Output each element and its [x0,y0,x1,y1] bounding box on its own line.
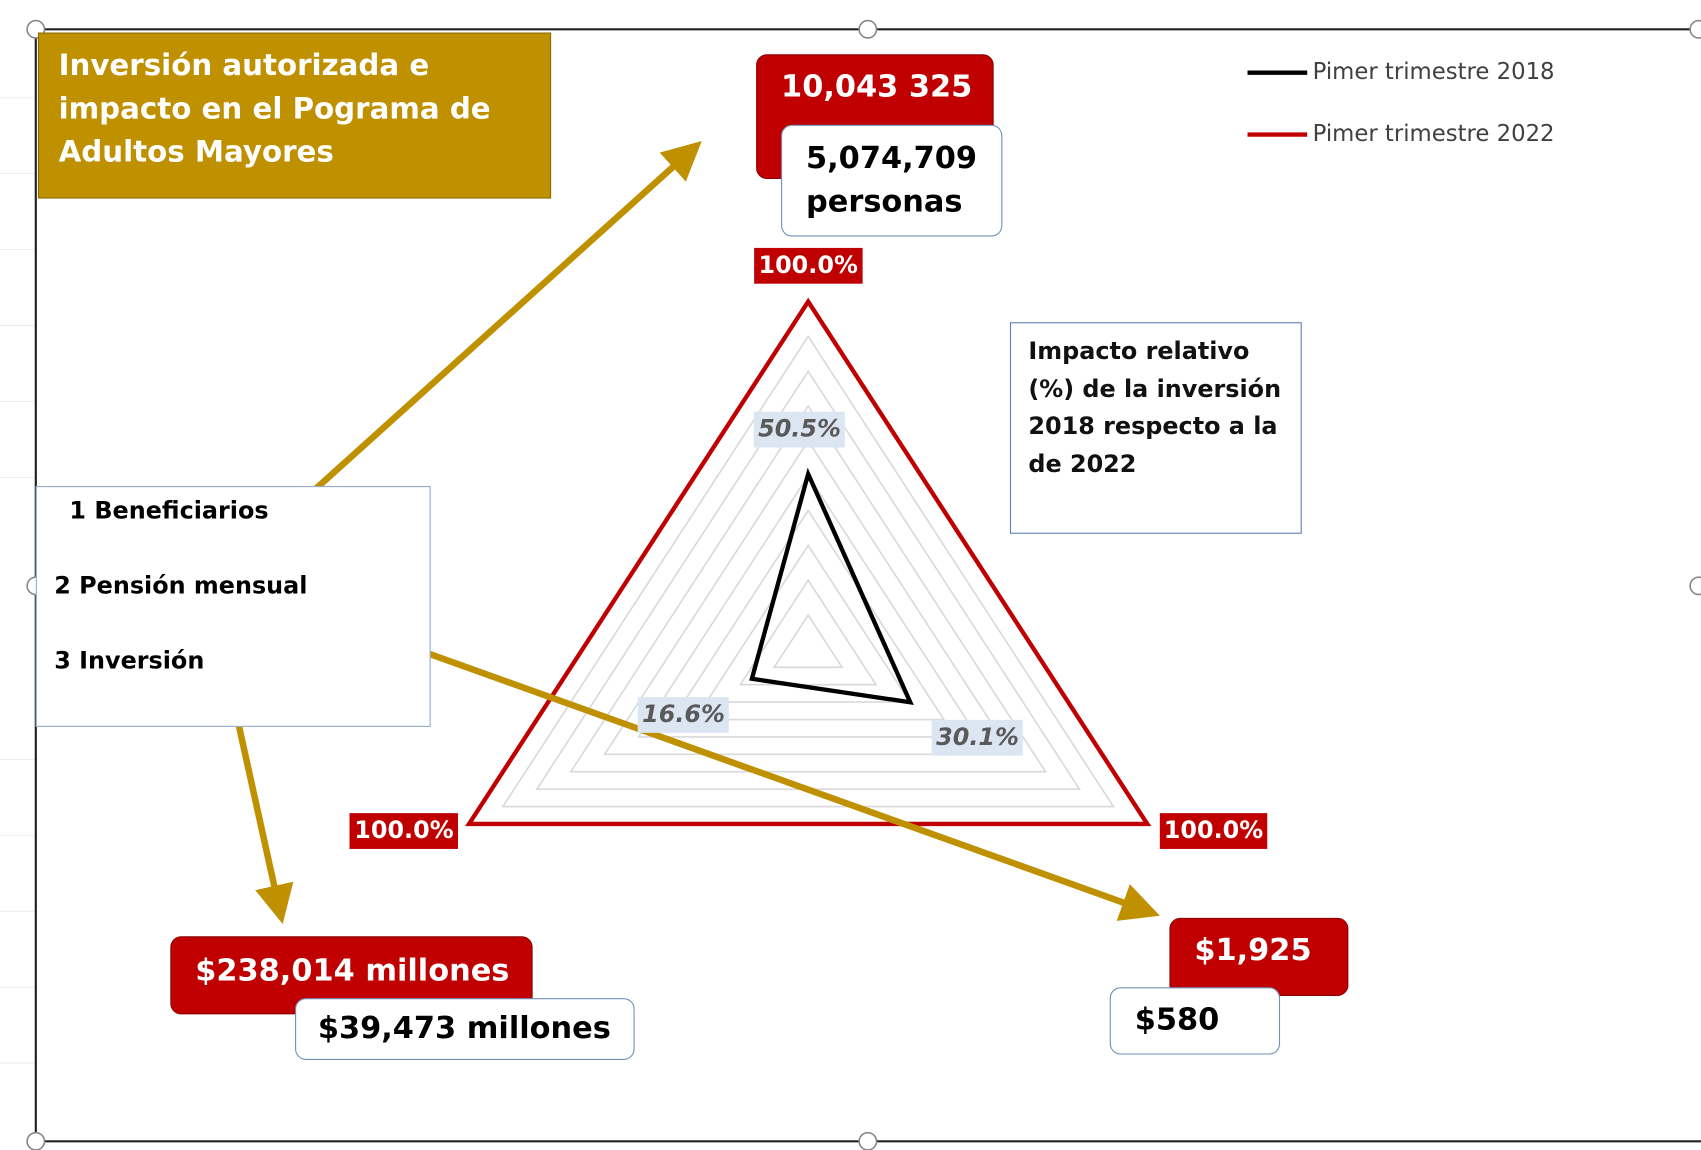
legend-label: Pimer trimestre 2022 [1313,121,1555,147]
value-label: 100.0% [349,812,458,849]
note: Impacto relativo (%) de la inversión 201… [1009,322,1302,534]
category-label: 3 Inversión [54,647,205,675]
sheet-grid [0,97,35,1064]
legend: Pimer trimestre 2018 Pimer trimestre 2022 [1247,59,1555,147]
grid-ring [772,613,844,669]
category-label: 2 Pensión mensual [54,572,308,600]
legend-label: Pimer trimestre 2018 [1313,59,1555,85]
series-polygon [465,297,1152,827]
grid-ring [738,578,878,686]
callout-2018: $580 [1109,987,1281,1055]
category-label: 1 Beneficiarios [69,497,269,526]
category-box: 1 Beneficiarios 2 Pensión mensual 3 Inve… [35,486,431,727]
grid-ring [501,334,1115,808]
value-label: 30.1% [931,720,1024,756]
grid-ring [704,543,912,703]
callout-2022: $1,925 [1169,917,1349,996]
value-label: 100.0% [754,247,863,284]
grid-ring [637,474,980,738]
grid-ring [671,509,946,721]
series-polygon [749,467,914,705]
value-label: 100.0% [1159,812,1268,849]
value-label: 50.5% [753,411,846,448]
grid-ring [603,439,1014,756]
callout-2018: 5,074,709 personas [781,124,1003,237]
grid-ring [569,404,1048,773]
value-label: 16.6% [637,696,730,733]
chart-title: Inversión autorizada e impacto en el Pog… [37,32,552,199]
callout-2018: $39,473 millones [295,998,635,1060]
resize-handles [26,19,1701,1150]
